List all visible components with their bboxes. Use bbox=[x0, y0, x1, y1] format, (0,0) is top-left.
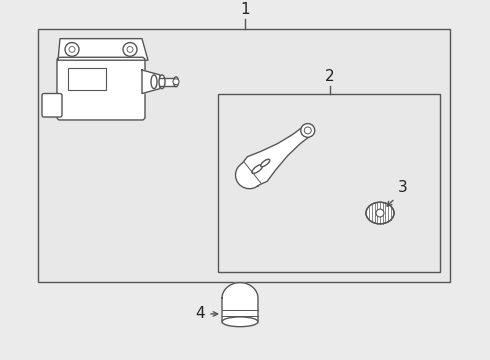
FancyBboxPatch shape bbox=[42, 94, 62, 117]
Text: 4: 4 bbox=[195, 306, 205, 321]
Circle shape bbox=[301, 123, 315, 137]
Bar bbox=[68, 68, 106, 90]
Polygon shape bbox=[58, 39, 148, 60]
Circle shape bbox=[376, 209, 384, 217]
Text: 3: 3 bbox=[398, 180, 408, 195]
Ellipse shape bbox=[151, 75, 157, 89]
Ellipse shape bbox=[159, 75, 165, 89]
Circle shape bbox=[173, 79, 179, 85]
Circle shape bbox=[123, 42, 137, 56]
Polygon shape bbox=[235, 125, 314, 189]
Ellipse shape bbox=[261, 159, 270, 167]
Ellipse shape bbox=[252, 165, 263, 174]
FancyBboxPatch shape bbox=[57, 57, 145, 120]
Bar bbox=[160, 78, 176, 86]
Text: 1: 1 bbox=[240, 2, 250, 17]
Text: 2: 2 bbox=[325, 69, 335, 84]
Circle shape bbox=[304, 127, 311, 134]
Circle shape bbox=[69, 46, 75, 52]
Bar bbox=[38, 29, 450, 282]
Circle shape bbox=[65, 42, 79, 56]
Polygon shape bbox=[142, 70, 160, 94]
Ellipse shape bbox=[366, 202, 394, 224]
Ellipse shape bbox=[222, 317, 258, 327]
Circle shape bbox=[127, 46, 133, 52]
Bar bbox=[218, 94, 440, 272]
Polygon shape bbox=[222, 283, 258, 322]
Ellipse shape bbox=[173, 77, 178, 87]
